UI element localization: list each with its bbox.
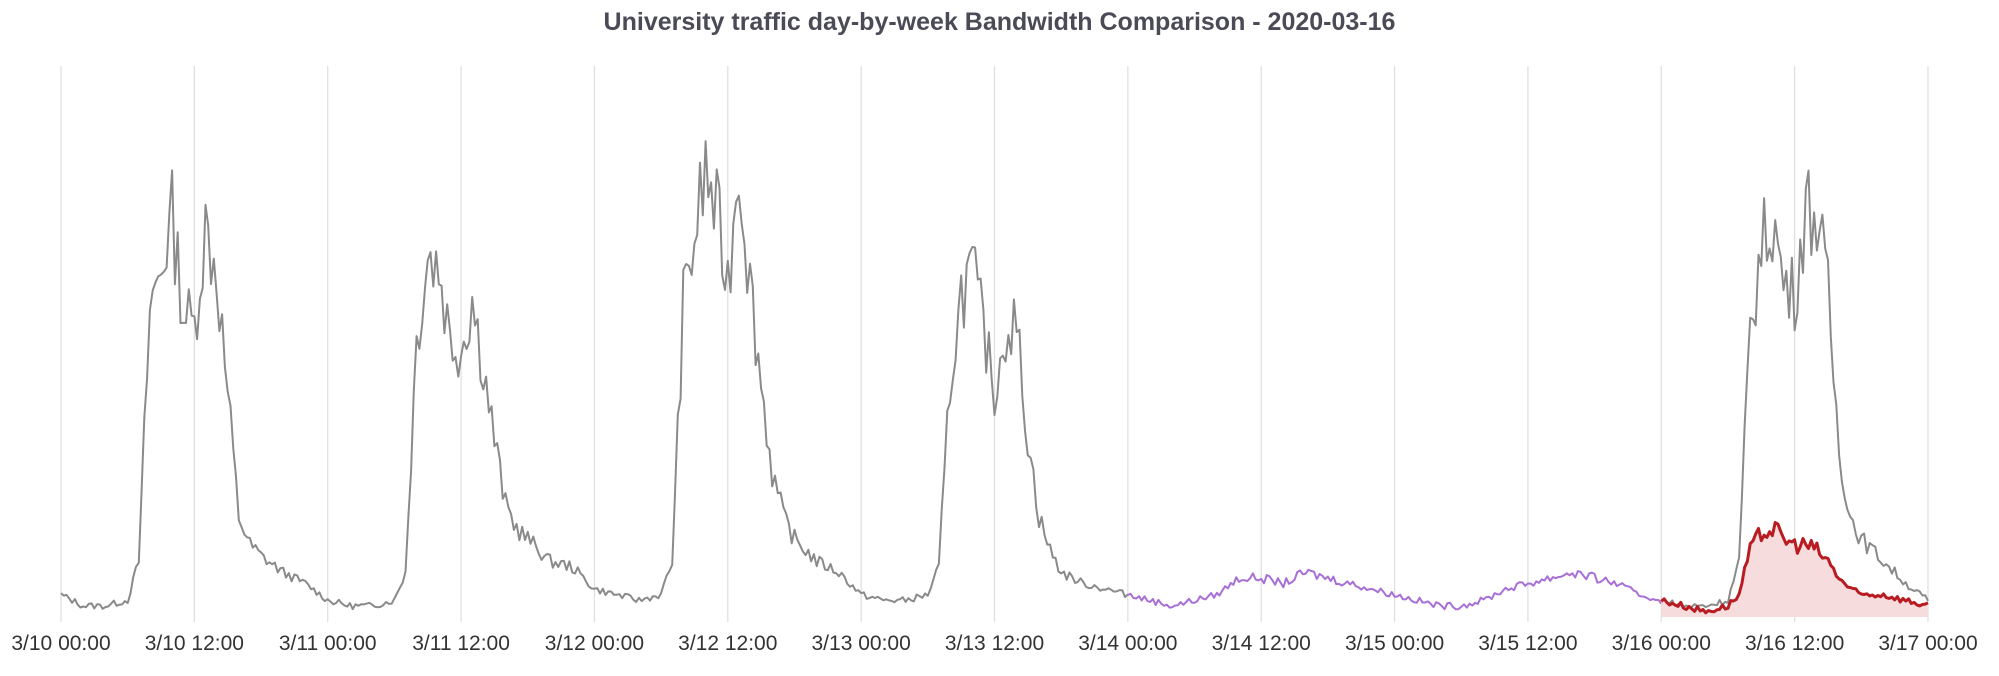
x-tick-label: 3/10 12:00 xyxy=(145,632,244,655)
x-tick-label: 3/12 12:00 xyxy=(678,632,777,655)
x-tick-label: 3/16 12:00 xyxy=(1745,632,1844,655)
x-tick-label: 3/15 00:00 xyxy=(1345,632,1444,655)
series-line xyxy=(1660,521,1929,615)
series-line xyxy=(1661,169,1929,609)
x-tick-label: 3/13 00:00 xyxy=(812,632,911,655)
x-tick-label: 3/14 00:00 xyxy=(1078,632,1177,655)
x-tick-label: 3/11 00:00 xyxy=(279,632,377,655)
x-tick-label: 3/14 12:00 xyxy=(1212,632,1311,655)
x-tick-label: 3/15 12:00 xyxy=(1478,632,1577,655)
series-line xyxy=(60,140,1129,611)
chart-title: University traffic day-by-week Bandwidth… xyxy=(603,8,1396,36)
series-area xyxy=(1661,522,1928,617)
series-line xyxy=(1127,568,1663,611)
x-tick-label: 3/11 12:00 xyxy=(412,632,510,655)
x-tick-label: 3/13 12:00 xyxy=(945,632,1044,655)
x-tick-label: 3/10 00:00 xyxy=(11,632,110,655)
x-tick-label: 3/12 00:00 xyxy=(545,632,644,655)
x-tick-label: 3/17 00:00 xyxy=(1878,632,1977,655)
x-tick-label: 3/16 00:00 xyxy=(1612,632,1711,655)
